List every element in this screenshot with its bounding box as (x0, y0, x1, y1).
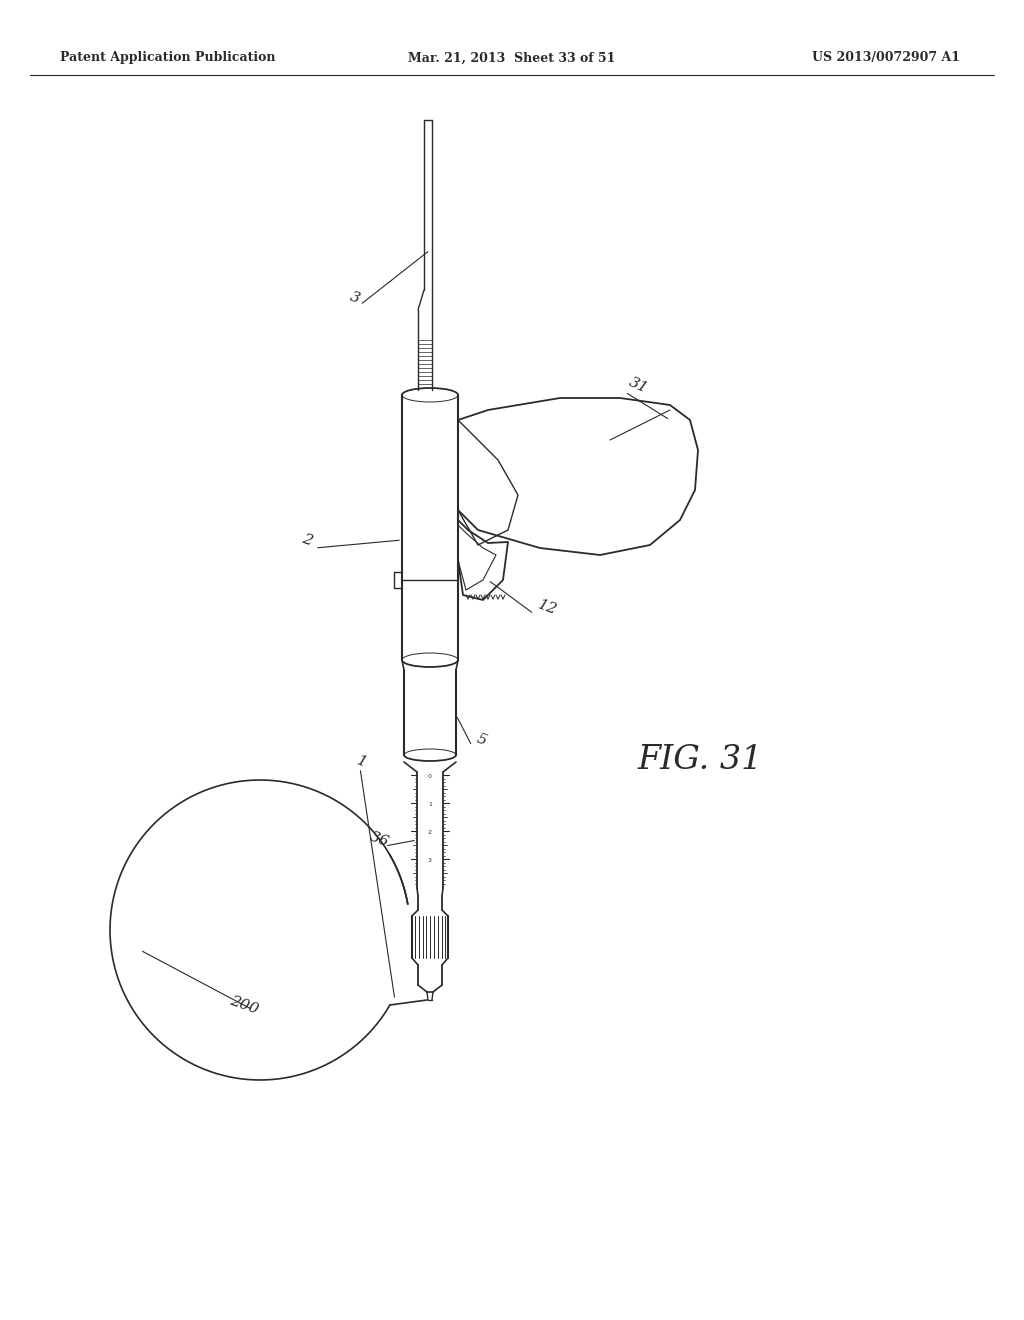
Text: 5: 5 (475, 731, 488, 748)
Text: 3: 3 (348, 290, 361, 306)
Text: 200: 200 (228, 994, 260, 1016)
Text: 0: 0 (428, 775, 432, 780)
Text: US 2013/0072907 A1: US 2013/0072907 A1 (812, 51, 961, 65)
Text: Patent Application Publication: Patent Application Publication (60, 51, 275, 65)
Text: 1: 1 (428, 803, 432, 808)
Text: 31: 31 (627, 375, 650, 396)
Text: 2: 2 (428, 830, 432, 836)
Text: 3: 3 (428, 858, 432, 863)
Text: Mar. 21, 2013  Sheet 33 of 51: Mar. 21, 2013 Sheet 33 of 51 (409, 51, 615, 65)
Text: 12: 12 (536, 598, 559, 618)
Text: 1: 1 (355, 754, 369, 771)
Text: 2: 2 (300, 532, 314, 548)
Text: 36: 36 (368, 830, 391, 850)
Text: FIG. 31: FIG. 31 (637, 744, 763, 776)
